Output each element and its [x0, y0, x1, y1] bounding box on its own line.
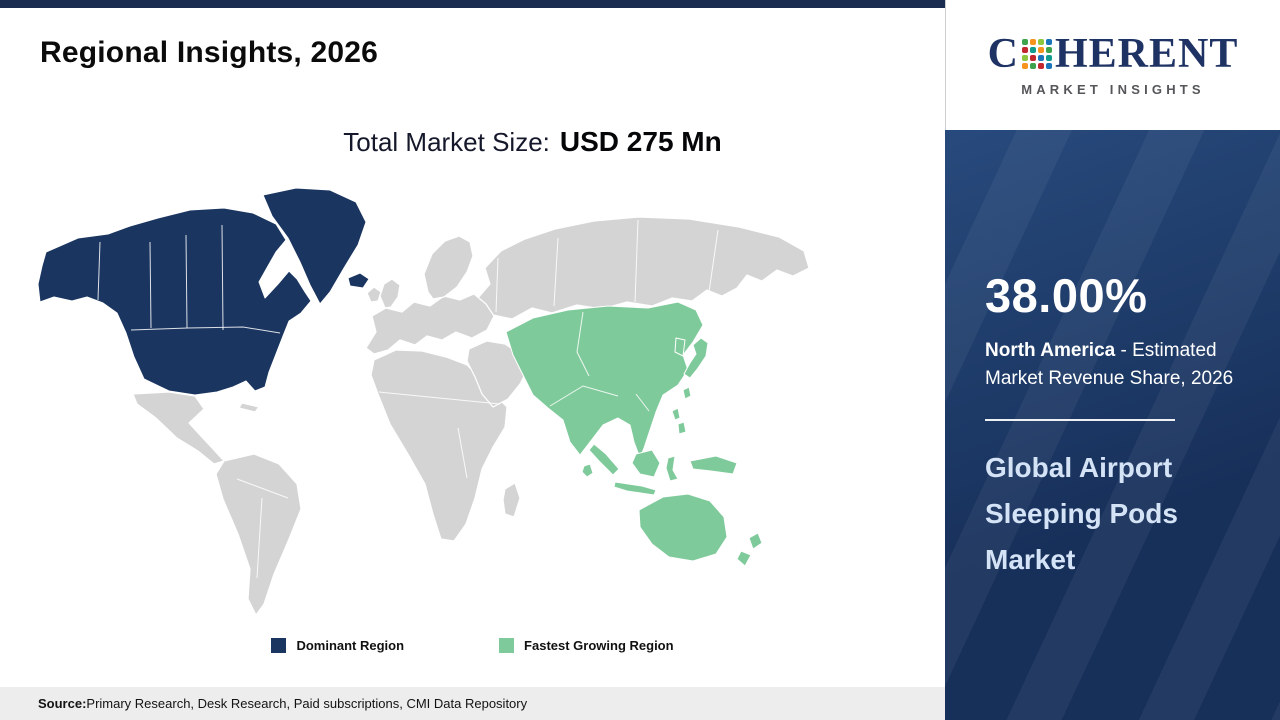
region-scandinavia: [423, 235, 474, 300]
region-usa-canada-alaska: [38, 207, 312, 396]
region-new-guinea: [689, 455, 738, 475]
content-panel: Regional Insights, 2026 Total Market Siz…: [0, 0, 945, 720]
region-australia: [638, 493, 728, 562]
market-size-value: USD 275 Mn: [559, 126, 722, 157]
brand-logo: C HERENT MARKET INSIGHTS: [945, 0, 1280, 130]
region-middle-east: [466, 340, 529, 408]
region-sri-lanka: [581, 463, 594, 478]
logo-wordmark: C HERENT: [988, 33, 1239, 75]
region-madagascar: [502, 482, 521, 518]
stat-value: 38.00%: [985, 269, 1148, 322]
region-north-america-dominant: [38, 187, 370, 396]
country-borders: [97, 219, 719, 579]
legend-item-dominant: Dominant Region: [271, 638, 404, 653]
region-south-america: [215, 453, 302, 616]
stat-region: North America: [985, 340, 1116, 361]
market-name: Global Airport Sleeping Pods Market: [985, 452, 1178, 575]
region-taiwan: [682, 386, 692, 400]
fastest-growing-region-swatch: [499, 638, 515, 653]
region-asia-mainland: [505, 301, 704, 459]
region-uk: [379, 278, 401, 309]
sidebar-content: 38.00% North America - Estimated Market …: [945, 130, 1280, 583]
region-europe: [365, 293, 495, 355]
dominant-region-swatch: [271, 638, 287, 653]
legend-item-fastest-growing: Fastest Growing Region: [499, 638, 674, 653]
market-size-line: Total Market Size: USD 275 Mn: [115, 126, 950, 158]
region-new-zealand-south: [736, 550, 752, 567]
stat-description: North America - Estimated Market Revenue…: [985, 337, 1240, 393]
divider-line: [985, 419, 1175, 421]
region-borneo: [631, 449, 661, 478]
source-text: Primary Research, Desk Research, Paid su…: [86, 696, 528, 711]
region-korea: [674, 337, 686, 357]
fastest-growing-region-label: Fastest Growing Region: [524, 638, 674, 653]
region-java: [613, 481, 657, 496]
page-title: Regional Insights, 2026: [40, 36, 379, 69]
logo-letter-c: C: [987, 31, 1019, 77]
region-new-zealand-north: [748, 532, 763, 550]
world-map: [38, 187, 810, 616]
source-label: Source:: [38, 696, 87, 711]
logo-letters-herent: HERENT: [1054, 31, 1239, 77]
map-legend: Dominant Region Fastest Growing Region: [0, 638, 945, 653]
region-sumatra: [588, 443, 620, 476]
logo-tagline: MARKET INSIGHTS: [1021, 82, 1205, 97]
market-size-label: Total Market Size:: [343, 127, 550, 157]
region-philippines-north: [671, 407, 681, 421]
dominant-region-label: Dominant Region: [296, 638, 405, 653]
region-africa: [370, 349, 508, 542]
source-bar: Source: Primary Research, Desk Research,…: [0, 687, 945, 720]
region-sulawesi: [665, 455, 679, 482]
region-japan: [683, 337, 709, 379]
region-cuba: [238, 402, 260, 413]
region-philippines-south: [677, 421, 687, 435]
region-mexico-central-america: [132, 391, 225, 465]
logo-mosaic-o-icon: [1021, 39, 1052, 69]
region-asia-pacific-fastest-growing: [505, 301, 763, 567]
region-greenland: [262, 187, 367, 305]
region-ireland: [366, 286, 382, 303]
sidebar: C HERENT MARKET INSIGHTS 38.00% North Ame…: [945, 0, 1280, 720]
top-accent-bar: [0, 0, 945, 8]
stat-desc-text: - Estimated Market Revenue Share, 2026: [985, 340, 1234, 389]
region-iceland: [347, 272, 370, 289]
